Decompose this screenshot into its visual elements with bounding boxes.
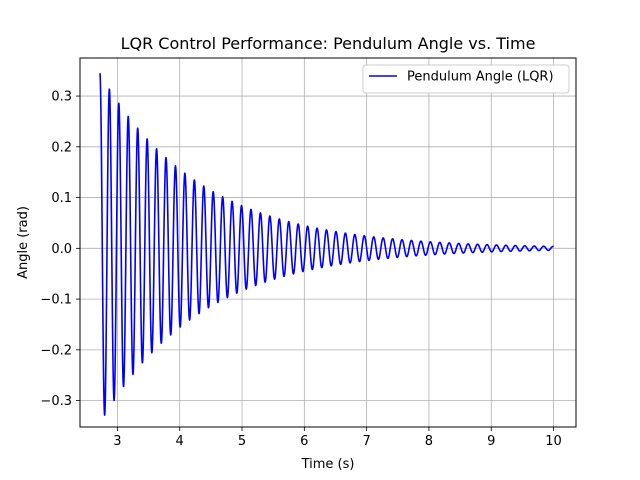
legend-box: [362, 64, 570, 94]
y-tick-label: −0.1: [40, 293, 72, 308]
y-tick-label: 0.1: [51, 191, 72, 206]
plot-area: [99, 73, 555, 416]
y-tick-label: 0.2: [51, 140, 72, 155]
x-tick-label: 5: [238, 434, 246, 449]
x-tick-label: 6: [300, 434, 308, 449]
axes-frame: [79, 57, 577, 428]
series-line-pendulum-angle: [99, 73, 555, 416]
chart-title: LQR Control Performance: Pendulum Angle …: [121, 34, 536, 53]
x-tick-label: 8: [425, 434, 433, 449]
legend: Pendulum Angle (LQR): [362, 64, 570, 94]
x-tick-label: 10: [545, 434, 562, 449]
x-tick-label: 3: [113, 434, 121, 449]
legend-entry-pendulum-angle: Pendulum Angle (LQR): [407, 70, 554, 85]
x-tick-label: 9: [487, 434, 495, 449]
y-tick-label: −0.2: [40, 343, 72, 358]
x-tick-label: 7: [362, 434, 370, 449]
axis-ticks: 3 4 5 6 7 8 9 10 −0.3 −0.2 −0.1 0.0 0.1 0.2 0.3: [40, 90, 561, 449]
y-axis-label: Angle (rad): [16, 206, 31, 279]
y-tick-label: 0.0: [51, 242, 72, 257]
grid-lines: [80, 58, 576, 427]
y-tick-label: 0.3: [51, 90, 72, 105]
x-tick-label: 4: [176, 434, 184, 449]
y-tick-label: −0.3: [40, 394, 72, 409]
x-axis-label: Time (s): [301, 457, 355, 472]
